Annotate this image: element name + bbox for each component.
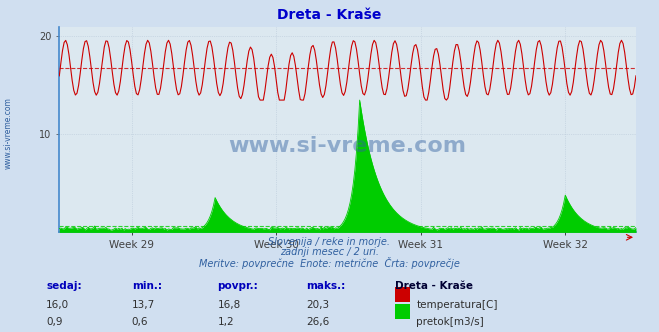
Text: Dreta - Kraše: Dreta - Kraše: [277, 8, 382, 22]
Text: maks.:: maks.:: [306, 281, 346, 290]
Text: zadnji mesec / 2 uri.: zadnji mesec / 2 uri.: [280, 247, 379, 257]
Text: www.si-vreme.com: www.si-vreme.com: [4, 97, 13, 169]
Text: 26,6: 26,6: [306, 317, 330, 327]
Text: 20,3: 20,3: [306, 300, 330, 310]
Text: pretok[m3/s]: pretok[m3/s]: [416, 317, 484, 327]
Text: sedaj:: sedaj:: [46, 281, 82, 290]
Text: www.si-vreme.com: www.si-vreme.com: [229, 136, 467, 156]
Text: min.:: min.:: [132, 281, 162, 290]
Text: Dreta - Kraše: Dreta - Kraše: [395, 281, 473, 290]
Text: povpr.:: povpr.:: [217, 281, 258, 290]
Text: 1,2: 1,2: [217, 317, 234, 327]
Text: Slovenija / reke in morje.: Slovenija / reke in morje.: [268, 237, 391, 247]
Text: 0,9: 0,9: [46, 317, 63, 327]
Text: temperatura[C]: temperatura[C]: [416, 300, 498, 310]
Text: 16,0: 16,0: [46, 300, 69, 310]
Text: 0,6: 0,6: [132, 317, 148, 327]
Text: Meritve: povprečne  Enote: metrične  Črta: povprečje: Meritve: povprečne Enote: metrične Črta:…: [199, 257, 460, 269]
Text: 16,8: 16,8: [217, 300, 241, 310]
Text: 13,7: 13,7: [132, 300, 155, 310]
